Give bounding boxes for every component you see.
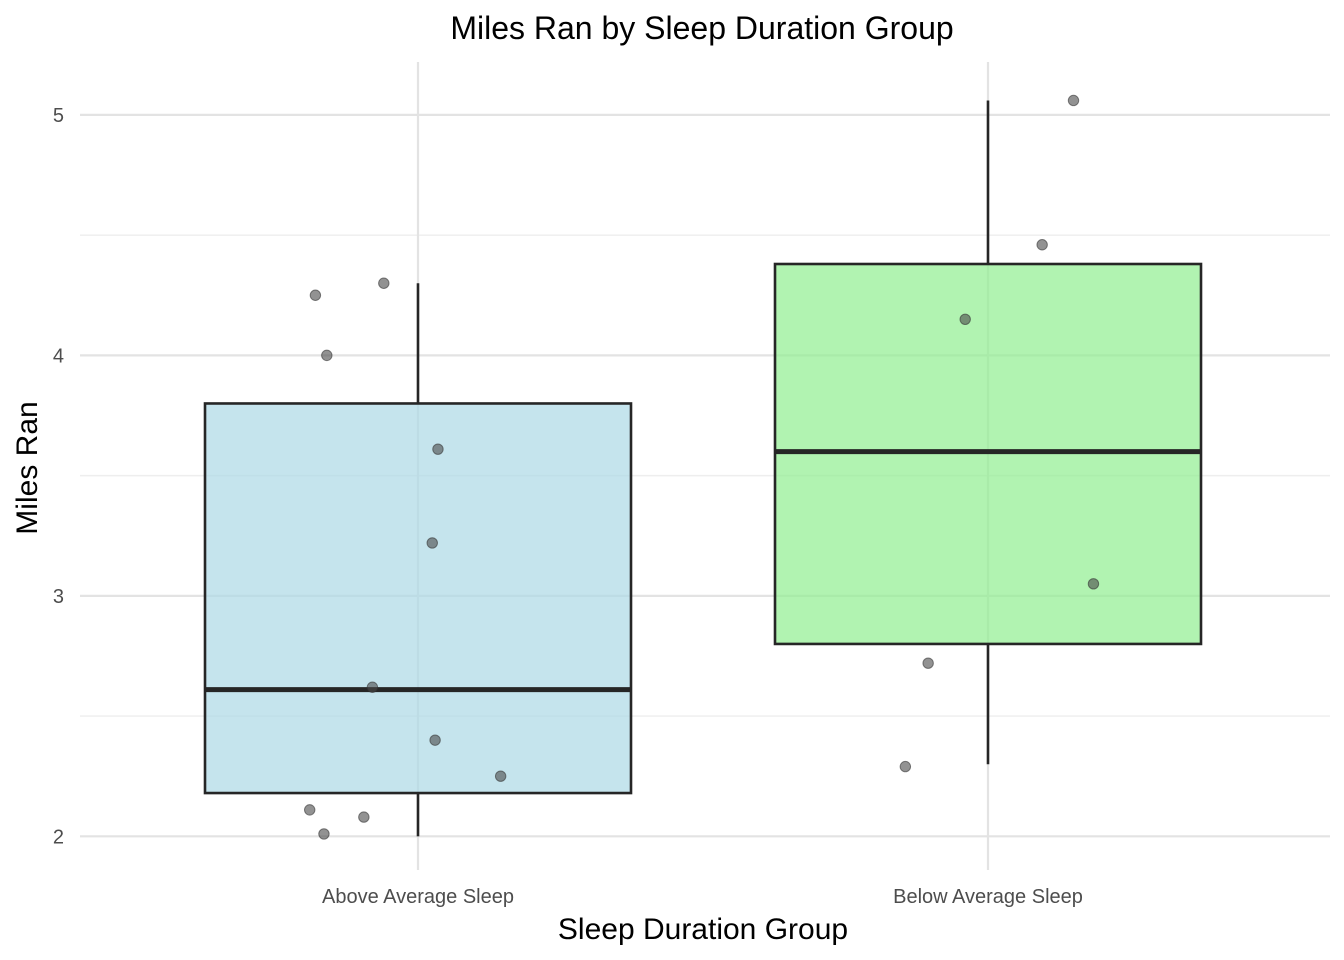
data-point (922, 657, 934, 669)
data-point (318, 828, 330, 840)
data-point (304, 804, 316, 816)
data-point (1036, 239, 1048, 251)
y-tick-label: 4 (53, 345, 64, 367)
y-axis-title: Miles Ran (11, 401, 44, 534)
jitter-points (304, 94, 1100, 840)
data-point (321, 349, 333, 362)
chart-title: Miles Ran by Sleep Duration Group (450, 10, 953, 46)
data-point (959, 313, 971, 326)
box-plot-series (203, 100, 1203, 837)
data-point (494, 770, 507, 782)
x-tick-label: Below Average Sleep (893, 886, 1083, 908)
data-point (899, 760, 912, 773)
x-axis-title: Sleep Duration Group (558, 913, 848, 946)
axis-tick-labels: 2 3 4 5 Above Average Sleep Below Average Sle… (53, 105, 1083, 908)
data-point (309, 289, 322, 301)
x-tick-label: Above Average Sleep (322, 886, 514, 908)
data-point (1087, 578, 1100, 590)
data-point (378, 277, 390, 289)
data-point (429, 734, 441, 746)
data-point (1067, 94, 1080, 107)
data-point (432, 443, 444, 455)
data-point (426, 537, 438, 549)
data-point (358, 811, 370, 823)
data-point (366, 681, 379, 693)
y-tick-label: 5 (53, 105, 64, 127)
y-tick-label: 3 (53, 586, 64, 608)
y-tick-label: 2 (53, 826, 64, 848)
iqr-box (203, 402, 633, 795)
